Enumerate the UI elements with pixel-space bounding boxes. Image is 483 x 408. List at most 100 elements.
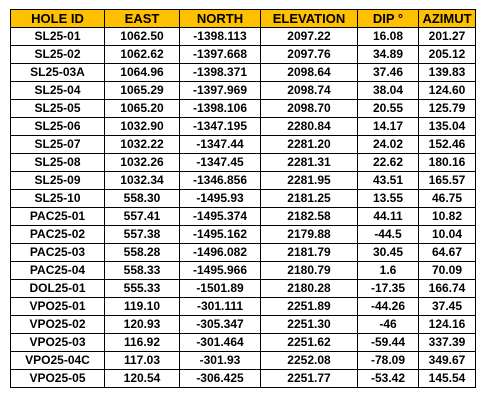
- cell-north: -301.464: [179, 333, 261, 352]
- cell-north: -306.425: [179, 369, 261, 388]
- table-row: PAC25-02 557.38 -1495.162 2179.88 -44.5 10.04: [10, 225, 476, 244]
- cell-dip: -53.42: [357, 369, 419, 388]
- cell-east: 1032.26: [104, 153, 180, 172]
- table-row: DOL25-01 555.33 -1501.89 2180.28 -17.35 166.7…: [10, 279, 476, 298]
- cell-azimut: 124.60: [418, 81, 476, 100]
- cell-hole-id: SL25-08: [10, 153, 105, 172]
- header-dip: DIP °: [357, 9, 419, 28]
- cell-east: 1032.22: [104, 135, 180, 154]
- cell-elevation: 2180.79: [260, 261, 358, 280]
- cell-north: -1346.856: [179, 171, 261, 190]
- cell-east: 119.10: [104, 297, 180, 316]
- table-row: VPO25-03 116.92 -301.464 2251.62 -59.44 337.3…: [10, 333, 476, 352]
- cell-hole-id: VPO25-03: [10, 333, 105, 352]
- cell-elevation: 2281.95: [260, 171, 358, 190]
- cell-azimut: 70.09: [418, 261, 476, 280]
- cell-hole-id: SL25-06: [10, 117, 105, 136]
- cell-elevation: 2252.08: [260, 351, 358, 370]
- cell-azimut: 46.75: [418, 189, 476, 208]
- drill-hole-table: HOLE ID EAST NORTH ELEVATION DIP ° AZIMU…: [10, 9, 476, 388]
- cell-hole-id: SL25-01: [10, 27, 105, 46]
- cell-hole-id: VPO25-05: [10, 369, 105, 388]
- cell-azimut: 124.16: [418, 315, 476, 334]
- header-elevation: ELEVATION: [260, 9, 358, 28]
- table-row: SL25-01 1062.50 -1398.113 2097.22 16.08 201.2…: [10, 27, 476, 46]
- table-row: VPO25-05 120.54 -306.425 2251.77 -53.42 145.5…: [10, 369, 476, 388]
- cell-north: -1495.374: [179, 207, 261, 226]
- cell-elevation: 2097.22: [260, 27, 358, 46]
- cell-dip: 24.02: [357, 135, 419, 154]
- cell-hole-id: SL25-02: [10, 45, 105, 64]
- cell-elevation: 2098.64: [260, 63, 358, 82]
- table-row: SL25-10 558.30 -1495.93 2181.25 13.55 46.75: [10, 189, 476, 208]
- cell-dip: 22.62: [357, 153, 419, 172]
- cell-dip: 38.04: [357, 81, 419, 100]
- cell-azimut: 64.67: [418, 243, 476, 262]
- cell-east: 558.30: [104, 189, 180, 208]
- table-row: VPO25-01 119.10 -301.111 2251.89 -44.26 37.45: [10, 297, 476, 316]
- cell-dip: -17.35: [357, 279, 419, 298]
- table-row: SL25-04 1065.29 -1397.969 2098.74 38.04 124.6…: [10, 81, 476, 100]
- table-row: PAC25-04 558.33 -1495.966 2180.79 1.6 70.09: [10, 261, 476, 280]
- cell-hole-id: SL25-09: [10, 171, 105, 190]
- cell-dip: -59.44: [357, 333, 419, 352]
- cell-north: -1397.969: [179, 81, 261, 100]
- cell-hole-id: VPO25-04C: [10, 351, 105, 370]
- cell-north: -301.93: [179, 351, 261, 370]
- cell-east: 1062.62: [104, 45, 180, 64]
- cell-hole-id: PAC25-01: [10, 207, 105, 226]
- cell-dip: 44.11: [357, 207, 419, 226]
- header-hole-id: HOLE ID: [10, 9, 105, 28]
- cell-azimut: 201.27: [418, 27, 476, 46]
- cell-east: 555.33: [104, 279, 180, 298]
- cell-north: -1398.106: [179, 99, 261, 118]
- cell-elevation: 2281.20: [260, 135, 358, 154]
- cell-elevation: 2281.31: [260, 153, 358, 172]
- table-row: SL25-02 1062.62 -1397.668 2097.76 34.89 205.1…: [10, 45, 476, 64]
- header-azimut: AZIMUT: [418, 9, 476, 28]
- cell-east: 1065.20: [104, 99, 180, 118]
- cell-east: 1062.50: [104, 27, 180, 46]
- table-row: SL25-03A 1064.96 -1398.371 2098.64 37.46 139.…: [10, 63, 476, 82]
- cell-east: 558.28: [104, 243, 180, 262]
- cell-elevation: 2098.74: [260, 81, 358, 100]
- table-row: PAC25-01 557.41 -1495.374 2182.58 44.11 10.82: [10, 207, 476, 226]
- cell-north: -1347.45: [179, 153, 261, 172]
- cell-azimut: 205.12: [418, 45, 476, 64]
- cell-north: -1398.113: [179, 27, 261, 46]
- table-row: PAC25-03 558.28 -1496.082 2181.79 30.45 64.67: [10, 243, 476, 262]
- table-row: SL25-08 1032.26 -1347.45 2281.31 22.62 180.16: [10, 153, 476, 172]
- cell-east: 1032.34: [104, 171, 180, 190]
- cell-dip: 30.45: [357, 243, 419, 262]
- header-east: EAST: [104, 9, 180, 28]
- cell-east: 557.38: [104, 225, 180, 244]
- cell-azimut: 165.57: [418, 171, 476, 190]
- cell-elevation: 2098.70: [260, 99, 358, 118]
- table-row: SL25-07 1032.22 -1347.44 2281.20 24.02 152.46: [10, 135, 476, 154]
- cell-hole-id: VPO25-02: [10, 315, 105, 334]
- cell-hole-id: SL25-03A: [10, 63, 105, 82]
- cell-dip: 34.89: [357, 45, 419, 64]
- drill-hole-sheet: HOLE ID EAST NORTH ELEVATION DIP ° AZIMU…: [10, 9, 476, 388]
- cell-elevation: 2280.84: [260, 117, 358, 136]
- cell-dip: -44.5: [357, 225, 419, 244]
- cell-east: 1032.90: [104, 117, 180, 136]
- table-row: SL25-06 1032.90 -1347.195 2280.84 14.17 135.0…: [10, 117, 476, 136]
- cell-dip: -78.09: [357, 351, 419, 370]
- cell-north: -305.347: [179, 315, 261, 334]
- cell-azimut: 139.83: [418, 63, 476, 82]
- cell-north: -1495.162: [179, 225, 261, 244]
- cell-elevation: 2180.28: [260, 279, 358, 298]
- cell-elevation: 2181.79: [260, 243, 358, 262]
- cell-hole-id: SL25-10: [10, 189, 105, 208]
- cell-dip: -44.26: [357, 297, 419, 316]
- cell-azimut: 145.54: [418, 369, 476, 388]
- cell-elevation: 2179.88: [260, 225, 358, 244]
- cell-elevation: 2182.58: [260, 207, 358, 226]
- header-north: NORTH: [179, 9, 261, 28]
- cell-east: 120.54: [104, 369, 180, 388]
- cell-east: 558.33: [104, 261, 180, 280]
- cell-azimut: 166.74: [418, 279, 476, 298]
- cell-hole-id: VPO25-01: [10, 297, 105, 316]
- cell-azimut: 349.67: [418, 351, 476, 370]
